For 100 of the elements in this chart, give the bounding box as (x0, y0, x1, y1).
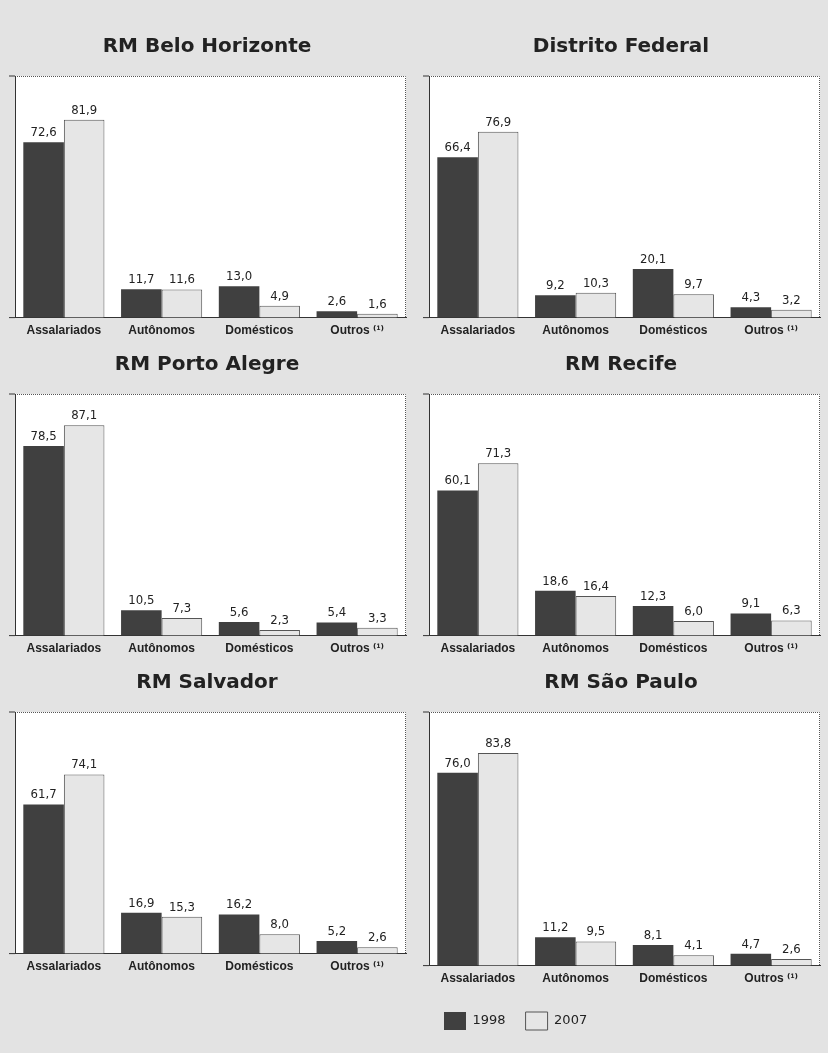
bar (632, 945, 674, 966)
data-label: 15,3 (168, 898, 195, 914)
data-label: 4,7 (741, 935, 761, 951)
chart-title: RM Recife (563, 350, 679, 377)
data-label: 11,6 (168, 271, 195, 287)
data-label: 9,2 (546, 277, 565, 293)
data-label: 78,5 (30, 427, 57, 443)
data-label: 71,3 (485, 445, 512, 461)
data-label: 16,9 (128, 894, 155, 910)
x-tick-label: Outros ⁽¹⁾ (330, 641, 384, 656)
x-tick-label: Autônomos (542, 971, 610, 986)
x-tick-label: Assalariados (26, 641, 102, 656)
bar (535, 295, 576, 318)
data-label: 83,8 (485, 734, 512, 750)
x-tick-label: Domésticos (639, 641, 708, 656)
x-tick-label: Autônomos (128, 641, 196, 656)
x-tick-label: Assalariados (440, 971, 516, 986)
x-tick-label: Outros ⁽¹⁾ (330, 959, 384, 974)
x-tick-label: Outros ⁽¹⁾ (744, 323, 798, 338)
data-label: 76,9 (485, 113, 512, 129)
data-label: 2,3 (270, 611, 289, 627)
x-tick-label: Outros ⁽¹⁾ (330, 323, 384, 338)
chart-title: RM Porto Alegre (113, 350, 301, 377)
data-label: 72,6 (30, 124, 57, 140)
x-tick-label: Domésticos (225, 641, 294, 656)
x-tick-label: Outros ⁽¹⁾ (744, 971, 798, 986)
x-tick-label: Autônomos (128, 323, 196, 338)
data-label: 5,6 (229, 603, 249, 619)
data-label: 4,1 (684, 937, 703, 953)
data-label: 6,3 (782, 602, 801, 618)
x-tick-label: Autônomos (128, 959, 196, 974)
x-tick-label: Domésticos (639, 971, 708, 986)
data-label: 5,4 (327, 604, 347, 620)
data-label: 66,4 (444, 139, 471, 155)
data-label: 4,9 (270, 287, 289, 303)
legend-label: 1998 (472, 1012, 506, 1028)
bar (121, 289, 162, 318)
data-label: 8,1 (643, 926, 663, 942)
data-label: 13,0 (226, 268, 253, 284)
bar (23, 804, 64, 954)
data-label: 8,0 (270, 916, 289, 932)
bar (218, 914, 260, 954)
chart-title: RM Salvador (135, 668, 279, 695)
bar (437, 490, 478, 636)
x-tick-label: Outros ⁽¹⁾ (744, 641, 798, 656)
bar (535, 937, 576, 966)
bar (632, 269, 674, 318)
legend-label: 2007 (554, 1012, 588, 1028)
x-tick-label: Autônomos (542, 641, 610, 656)
data-label: 20,1 (640, 250, 667, 266)
data-label: 2,6 (327, 293, 347, 309)
data-label: 16,2 (226, 896, 253, 912)
data-label: 7,3 (172, 599, 192, 615)
chart-title: Distrito Federal (531, 32, 711, 59)
data-label: 16,4 (582, 577, 609, 593)
data-label: 1,6 (368, 295, 387, 311)
data-label: 9,1 (741, 595, 761, 611)
data-label: 2,6 (368, 929, 387, 945)
x-tick-label: Domésticos (225, 323, 294, 338)
chart-title: RM Belo Horizonte (101, 32, 313, 59)
bar (218, 622, 260, 636)
data-label: 10,5 (128, 592, 155, 608)
bar (316, 311, 358, 318)
x-tick-label: Assalariados (26, 959, 102, 974)
bar (316, 622, 358, 636)
bar (316, 941, 358, 954)
data-label: 9,7 (684, 276, 703, 292)
data-label: 6,0 (684, 602, 703, 618)
data-label: 3,3 (368, 609, 387, 625)
data-label: 9,5 (586, 923, 606, 939)
x-tick-label: Assalariados (440, 641, 516, 656)
chart-title: RM São Paulo (543, 668, 699, 695)
data-label: 5,2 (327, 922, 347, 938)
data-label: 2,6 (782, 940, 801, 956)
x-tick-label: Autônomos (542, 323, 610, 338)
x-tick-label: Assalariados (440, 323, 516, 338)
bar (730, 307, 772, 318)
bar (437, 157, 478, 318)
x-tick-label: Domésticos (225, 959, 294, 974)
bar (218, 286, 260, 318)
data-label: 74,1 (71, 756, 98, 772)
data-label: 81,9 (71, 101, 98, 117)
bar (730, 613, 772, 636)
data-label: 11,7 (128, 271, 155, 287)
data-label: 3,2 (782, 291, 801, 307)
data-label: 61,7 (30, 786, 57, 802)
data-label: 18,6 (542, 572, 569, 588)
data-label: 60,1 (444, 472, 471, 488)
bar (23, 445, 64, 636)
data-label: 10,3 (582, 274, 609, 290)
data-label: 87,1 (71, 407, 98, 423)
data-label: 76,0 (444, 754, 471, 770)
data-label: 4,3 (741, 289, 761, 305)
bar (23, 142, 64, 318)
x-tick-label: Assalariados (26, 323, 102, 338)
data-label: 11,2 (542, 919, 569, 935)
bar (121, 912, 162, 954)
bar (632, 605, 674, 636)
x-tick-label: Domésticos (639, 323, 708, 338)
bar (730, 953, 772, 966)
